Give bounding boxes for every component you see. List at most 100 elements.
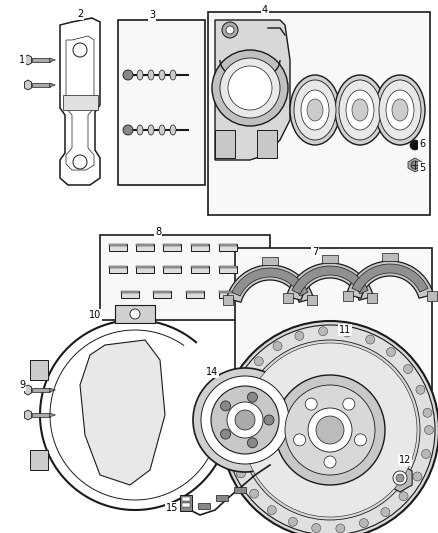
Polygon shape [49,413,56,417]
Bar [32,83,49,87]
Circle shape [416,385,425,394]
Bar [186,291,204,298]
Circle shape [264,415,274,425]
Polygon shape [346,261,434,298]
Bar [223,295,233,305]
Circle shape [316,416,344,444]
Circle shape [221,321,438,533]
Circle shape [227,402,263,438]
Ellipse shape [137,125,143,135]
Bar [219,266,237,268]
Circle shape [247,438,258,448]
Polygon shape [388,464,412,492]
Text: 11: 11 [339,325,351,335]
Ellipse shape [386,90,414,130]
Bar [303,365,317,371]
Circle shape [237,469,246,478]
Bar [283,293,293,303]
Circle shape [235,410,255,430]
Polygon shape [25,410,32,420]
Bar [343,291,353,301]
Bar [331,365,345,371]
Circle shape [221,429,230,439]
Circle shape [201,376,289,464]
Circle shape [247,392,258,402]
Circle shape [288,518,297,526]
Text: 14: 14 [206,367,218,377]
Circle shape [230,398,239,407]
Circle shape [123,125,133,135]
Bar [100,235,270,320]
Circle shape [381,507,390,516]
Text: 12: 12 [399,455,411,465]
Circle shape [228,66,272,110]
Circle shape [212,50,288,126]
Polygon shape [80,340,165,485]
Polygon shape [49,388,56,392]
Bar [219,266,237,273]
Ellipse shape [137,70,143,80]
Polygon shape [352,264,428,292]
Bar [186,291,204,293]
Circle shape [293,434,306,446]
Ellipse shape [290,75,340,145]
Circle shape [305,398,317,410]
Circle shape [354,434,367,446]
Ellipse shape [170,125,176,135]
Circle shape [386,348,396,357]
Bar [30,450,48,470]
Circle shape [285,385,375,475]
Bar [403,379,417,385]
Bar [109,266,127,273]
Text: 2: 2 [77,9,83,19]
Polygon shape [25,55,32,65]
Circle shape [424,425,434,434]
Bar [32,388,49,392]
Bar [382,253,398,261]
Bar [153,291,171,293]
Bar [136,244,154,251]
Bar [109,244,127,251]
Bar [219,291,237,293]
Bar [30,360,48,380]
Ellipse shape [379,80,421,140]
Bar [219,244,237,246]
Bar [163,266,181,273]
Circle shape [421,449,431,458]
Bar [373,379,387,385]
Bar [109,244,127,246]
Bar [109,266,127,268]
Circle shape [211,386,279,454]
Circle shape [73,43,87,57]
Polygon shape [215,20,290,160]
Circle shape [73,155,87,169]
Bar [121,291,139,293]
Ellipse shape [170,70,176,80]
Ellipse shape [346,90,374,130]
Circle shape [123,70,133,80]
Circle shape [273,342,282,351]
Bar [118,20,205,185]
Circle shape [250,489,259,498]
Ellipse shape [159,70,165,80]
Circle shape [308,408,352,452]
Bar [163,244,181,246]
Circle shape [222,22,238,38]
Text: 9: 9 [19,380,25,390]
Text: 15: 15 [166,503,178,513]
Circle shape [226,26,234,34]
Circle shape [423,408,432,417]
Polygon shape [286,263,374,300]
Bar [215,130,235,158]
Bar [359,365,373,371]
Bar [63,95,98,110]
Polygon shape [226,265,314,302]
Text: 4: 4 [262,5,268,15]
Circle shape [130,309,140,319]
Circle shape [343,328,352,337]
Text: 5: 5 [419,163,425,173]
Bar [32,58,49,62]
Bar [322,255,338,263]
Bar [182,503,190,507]
Bar [235,248,432,390]
